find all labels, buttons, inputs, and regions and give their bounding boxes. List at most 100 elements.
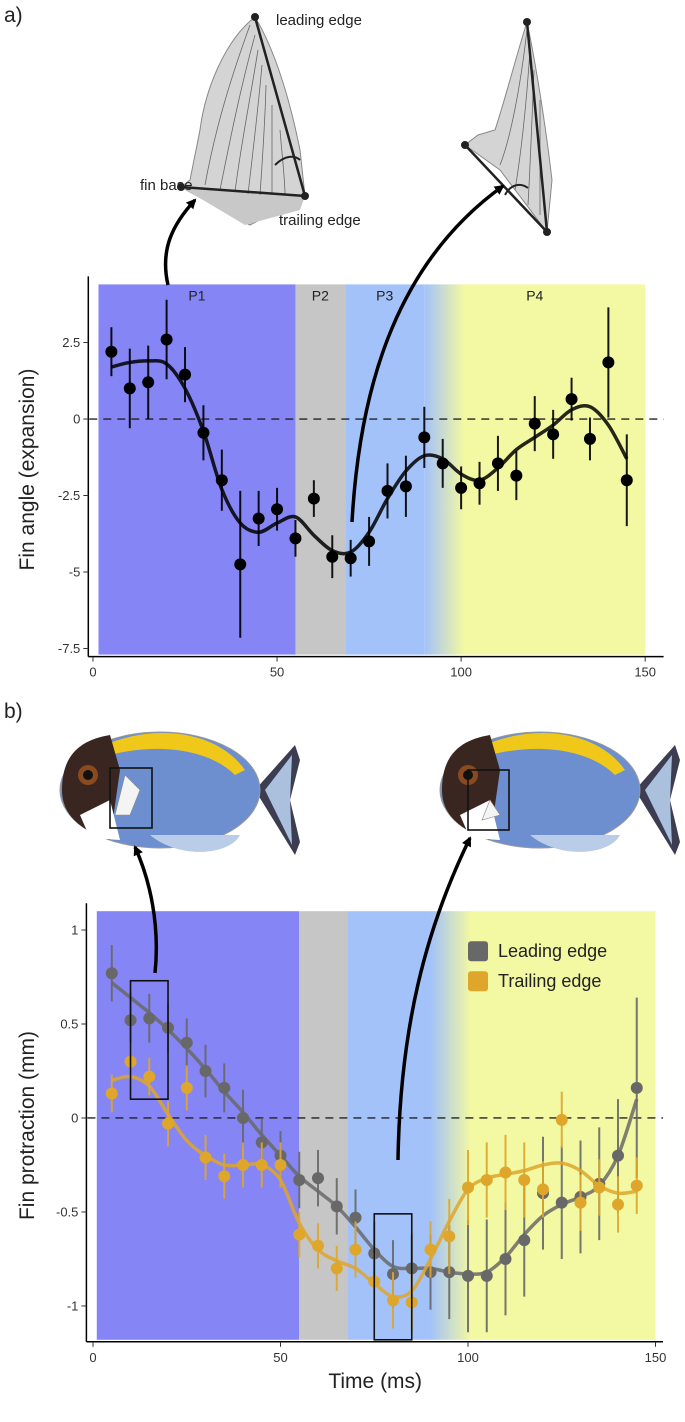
point (565, 393, 578, 406)
y-tick-label: 1 (71, 922, 78, 937)
point (143, 1070, 156, 1083)
point (593, 1181, 606, 1194)
phase-band (98, 284, 296, 655)
point (555, 1196, 568, 1209)
point (518, 1174, 531, 1187)
point (547, 428, 560, 441)
point (218, 1170, 231, 1183)
point (271, 503, 284, 516)
point (312, 1239, 325, 1252)
phase-band (96, 911, 300, 1340)
point (143, 1012, 156, 1025)
phase-band (299, 911, 349, 1340)
point (363, 535, 376, 548)
point (293, 1228, 306, 1241)
y-tick-label: -7.5 (58, 641, 80, 656)
point (480, 1269, 493, 1282)
point (455, 481, 468, 494)
x-tick-label: 150 (645, 1350, 667, 1365)
point (602, 356, 615, 369)
point (344, 552, 357, 565)
y-tick-label: 0 (71, 1110, 78, 1125)
fit-line (110, 359, 629, 556)
y-tick-label: -5 (69, 564, 81, 579)
fin-folded (461, 18, 553, 236)
point (583, 432, 596, 445)
x-tick-label: 0 (89, 1350, 96, 1365)
point (293, 1174, 306, 1187)
point (160, 333, 173, 346)
point (499, 1252, 512, 1265)
y-tick-label: 2.5 (62, 335, 80, 350)
point (473, 477, 486, 490)
phase-label: P2 (312, 287, 329, 303)
y-tick-label: -0.5 (56, 1204, 78, 1219)
point (105, 345, 118, 358)
point (142, 376, 155, 389)
phase-label: P4 (526, 287, 543, 303)
point (499, 1166, 512, 1179)
x-tick-label: 100 (450, 665, 472, 680)
phase-band (295, 284, 346, 655)
highlight-box (129, 979, 169, 1100)
fish-left (59, 731, 300, 855)
point (307, 492, 320, 505)
point (630, 1081, 643, 1094)
fish-right (439, 731, 680, 855)
plots: a) P1 P2 P3 P4 b) (4, 4, 656, 1340)
point (612, 1149, 625, 1162)
x-tick-label: 150 (634, 665, 656, 680)
legend-label: Leading edge (498, 941, 607, 961)
point (418, 431, 431, 444)
point (252, 512, 265, 525)
point (237, 1111, 250, 1124)
legend-swatch (468, 971, 488, 992)
point (349, 1243, 362, 1256)
point (381, 484, 394, 497)
point (255, 1158, 268, 1171)
point (518, 1234, 531, 1247)
point (399, 480, 412, 493)
point (162, 1117, 175, 1130)
point (436, 457, 449, 470)
x-axis-label: Time (ms) (328, 1370, 422, 1393)
point (330, 1262, 343, 1275)
point (510, 469, 523, 482)
x-tick-label: 100 (457, 1350, 479, 1365)
y-axis-label: Fin angle (expansion) (16, 369, 39, 571)
x-tick-label: 50 (270, 665, 284, 680)
point (234, 558, 247, 571)
phase-label: P3 (376, 287, 393, 303)
panel-label: a) (4, 4, 23, 27)
point (199, 1064, 212, 1077)
y-tick-label: -2.5 (58, 488, 80, 503)
point (105, 1087, 118, 1100)
point (480, 1174, 493, 1187)
point (123, 382, 136, 395)
point (312, 1172, 325, 1185)
point (179, 368, 192, 381)
point (612, 1198, 625, 1211)
arrows (133, 184, 505, 1161)
point (274, 1158, 287, 1171)
y-tick-label: 0.5 (60, 1016, 78, 1031)
point (326, 550, 339, 563)
annotation: leading edge (276, 12, 362, 29)
point (199, 1151, 212, 1164)
point (443, 1230, 456, 1243)
point (387, 1294, 400, 1307)
x-tick-label: 0 (89, 665, 96, 680)
point (462, 1269, 475, 1282)
x-tick-label: 50 (273, 1350, 287, 1365)
annotation: fin base (140, 177, 193, 194)
point (289, 532, 302, 545)
point (630, 1179, 643, 1192)
point (349, 1211, 362, 1224)
highlight-box (373, 1213, 413, 1341)
point (215, 474, 228, 487)
point (537, 1183, 550, 1196)
point (424, 1243, 437, 1256)
annotation: trailing edge (279, 212, 361, 229)
